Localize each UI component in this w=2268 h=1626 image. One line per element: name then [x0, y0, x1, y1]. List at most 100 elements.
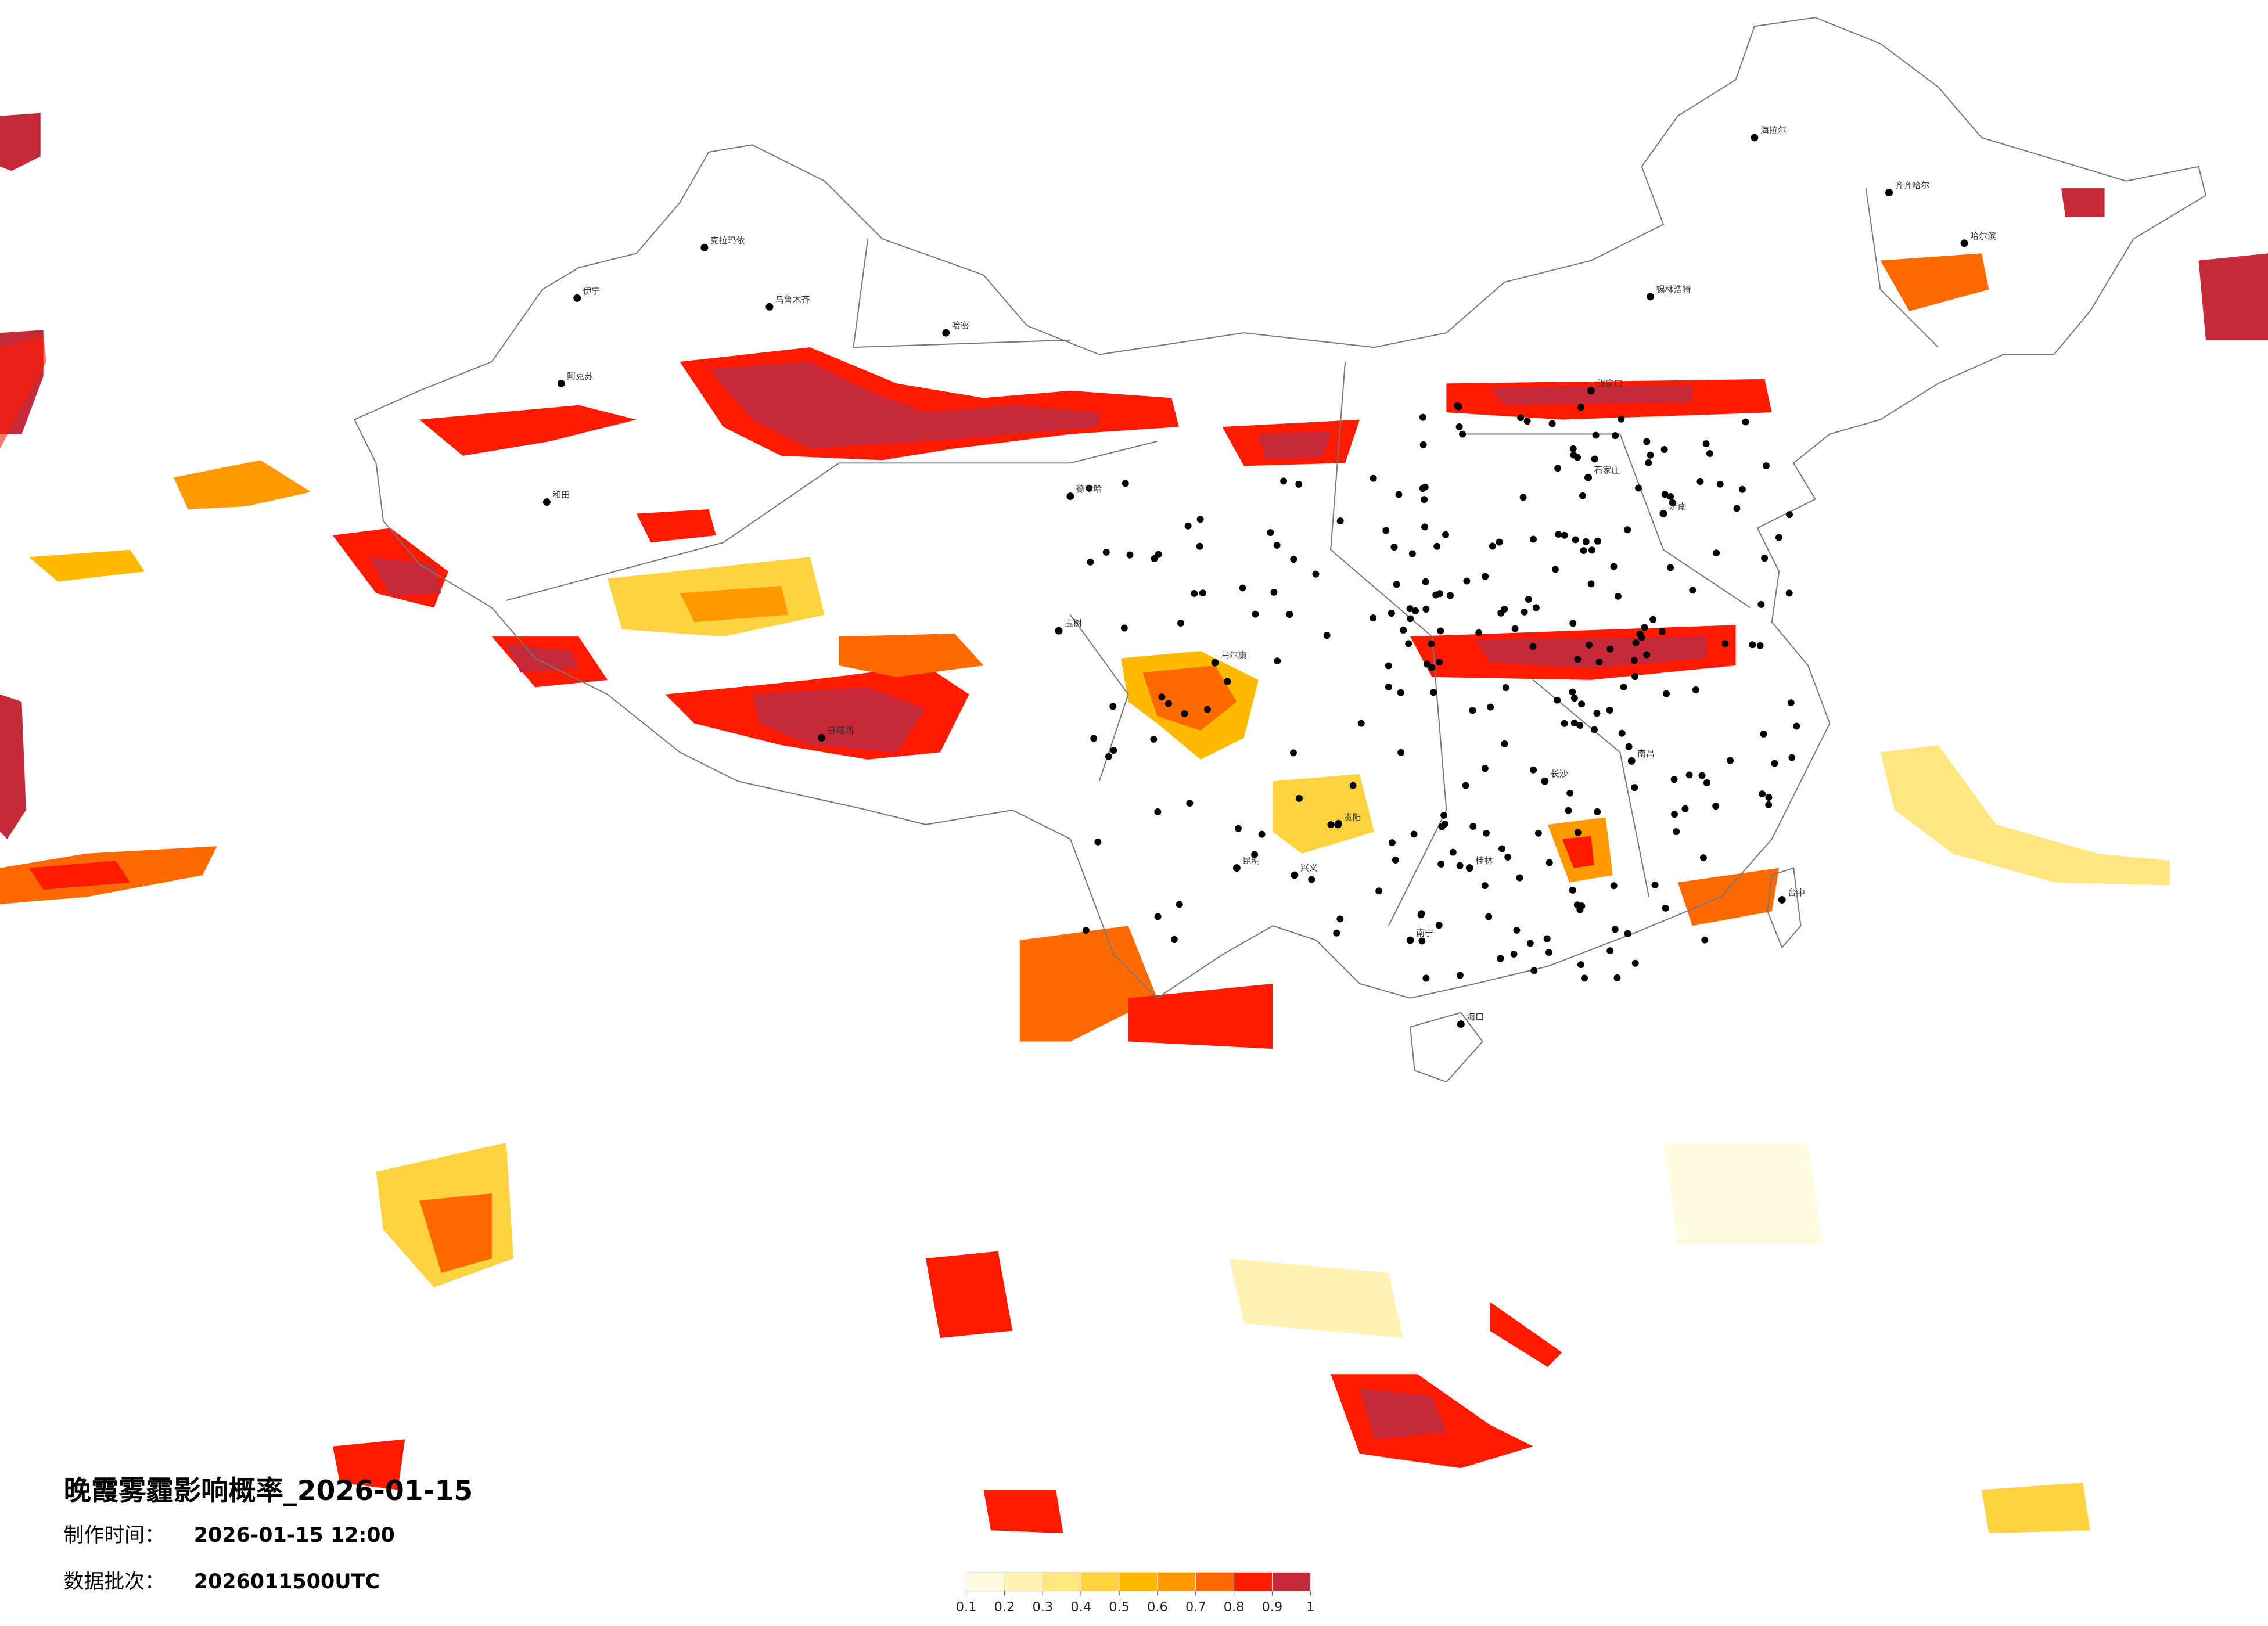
station-dot: [1570, 695, 1578, 702]
station-dot: [1397, 689, 1404, 696]
station-dot: [1485, 913, 1493, 920]
station-dot: [1388, 610, 1395, 617]
station-dot: [1721, 640, 1729, 647]
city-label: 海口: [1467, 1012, 1484, 1022]
station-dot: [1184, 522, 1192, 530]
city-dot: [942, 329, 950, 337]
station-dot: [1582, 538, 1590, 545]
station-dot: [1455, 423, 1463, 430]
city-label: 石家庄: [1594, 465, 1620, 476]
province-border: [506, 188, 1939, 926]
city-label: 海拉尔: [1760, 125, 1787, 135]
station-dot: [1105, 753, 1112, 760]
station-dot: [1785, 589, 1793, 597]
colorbar-swatch: [1004, 1571, 1043, 1592]
station-dot: [1587, 580, 1595, 588]
station-dot: [1578, 902, 1586, 910]
colorbar-tick-label: 0.5: [1109, 1600, 1130, 1615]
station-dot: [1086, 484, 1093, 492]
station-dot: [1765, 794, 1773, 801]
city-label: 台中: [1788, 887, 1805, 898]
station-dot: [1685, 771, 1693, 779]
city-dot: [700, 243, 709, 251]
station-dot: [1727, 757, 1734, 764]
station-dot: [1593, 710, 1601, 717]
station-dot: [1625, 743, 1633, 750]
country-border: [353, 17, 2207, 999]
city-label: 哈密: [952, 321, 969, 331]
station-dot: [1517, 414, 1525, 422]
probability-field: [0, 113, 2268, 1534]
station-dot: [1501, 606, 1508, 613]
station-dot: [1624, 526, 1631, 534]
station-dot: [1437, 860, 1445, 868]
station-dot: [1441, 820, 1448, 828]
city-label: 南宁: [1416, 928, 1433, 938]
map-title: 晚霞雾霾影响概率_2026-01-15: [64, 1475, 473, 1507]
station-dot: [1375, 887, 1383, 895]
station-dot: [1258, 830, 1266, 838]
station-dot: [1534, 829, 1542, 837]
station-dot: [1382, 527, 1390, 534]
station-dot: [1742, 418, 1749, 426]
station-dot: [1422, 606, 1430, 613]
station-dot: [1419, 485, 1426, 492]
station-dot: [1588, 546, 1595, 554]
station-dot: [1475, 629, 1483, 636]
station-dot: [1323, 632, 1331, 639]
station-dot: [1239, 584, 1246, 592]
station-dot: [1565, 807, 1572, 814]
station-dot: [1286, 611, 1293, 618]
station-dot: [1699, 854, 1707, 862]
colorbar-tick-label: 0.9: [1262, 1600, 1283, 1615]
city-label: 锡林浩特: [1656, 284, 1691, 294]
city-label: 德令哈: [1076, 484, 1102, 494]
station-dot: [1554, 465, 1562, 472]
station-dot: [1612, 432, 1619, 440]
station-dot: [1569, 688, 1576, 696]
city-dot: [1066, 492, 1074, 501]
station-dot: [1289, 749, 1297, 757]
station-dot: [1545, 949, 1552, 956]
station-dot: [1749, 641, 1756, 649]
station-dot: [1555, 531, 1562, 538]
city-dot: [1406, 936, 1414, 944]
station-dot: [1569, 445, 1577, 452]
station-dot: [1109, 703, 1117, 710]
city-label: 南昌: [1637, 749, 1655, 759]
station-dot: [1481, 882, 1489, 890]
station-dot: [1274, 657, 1281, 665]
station-dot: [1511, 625, 1519, 632]
station-dot: [1170, 936, 1178, 944]
station-dot: [1611, 926, 1619, 933]
city-label: 和田: [552, 490, 570, 500]
station-dot: [1713, 549, 1720, 557]
station-dot: [1581, 974, 1588, 982]
station-dot: [1122, 480, 1129, 487]
station-dot: [1756, 642, 1764, 649]
station-dot: [1422, 578, 1429, 585]
station-dot: [1504, 853, 1512, 861]
station-dot: [1422, 974, 1430, 982]
station-dot: [1738, 485, 1746, 493]
station-dot: [1397, 749, 1405, 756]
station-dot: [1442, 531, 1450, 538]
station-dot: [1176, 901, 1183, 908]
city-label: 昆明: [1242, 855, 1260, 866]
station-dot: [1569, 620, 1577, 627]
station-dot: [1643, 438, 1651, 445]
station-dot: [1594, 537, 1601, 545]
city-dot: [1647, 293, 1655, 301]
station-dot: [1336, 915, 1344, 923]
city-label: 阿克苏: [567, 371, 593, 382]
station-dot: [1760, 730, 1767, 738]
station-dot: [1530, 967, 1538, 974]
city-dot: [765, 303, 774, 311]
station-dot: [1519, 494, 1527, 501]
station-dot: [1224, 678, 1231, 685]
station-dot: [1412, 607, 1419, 614]
station-dot: [1435, 922, 1443, 929]
city-label: 长沙: [1551, 769, 1568, 779]
city-dot: [1055, 627, 1063, 635]
city-label: 玉树: [1065, 618, 1082, 629]
